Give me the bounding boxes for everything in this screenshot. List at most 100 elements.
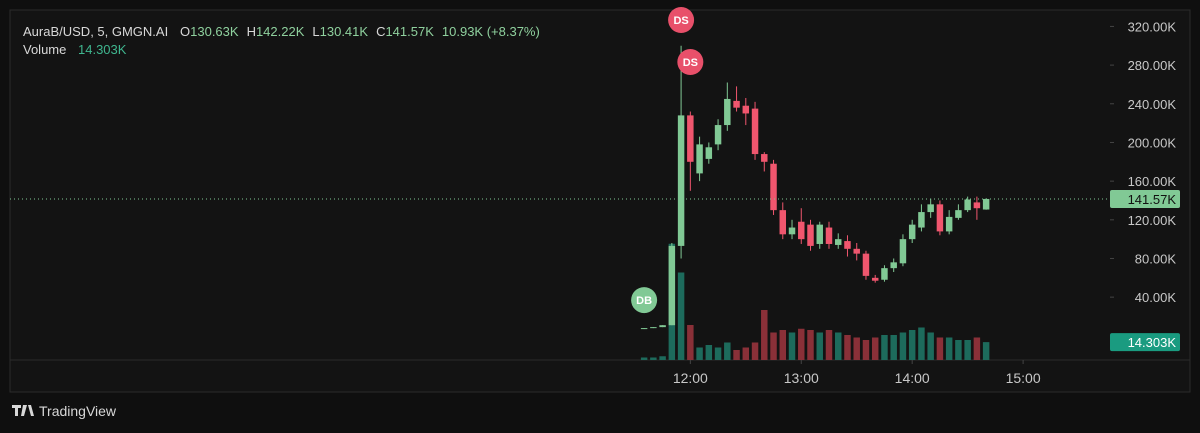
candle-body — [807, 224, 814, 246]
candle-body — [899, 239, 907, 264]
candle-body — [668, 245, 676, 326]
y-tick-label: 160.00K — [1128, 174, 1177, 189]
y-tick-label: 200.00K — [1128, 135, 1177, 150]
volume-bar — [807, 330, 814, 360]
volume-bar — [714, 347, 722, 360]
candle-body — [687, 115, 694, 162]
logo — [12, 405, 34, 416]
signal-marker — [668, 7, 695, 33]
volume-bar — [844, 335, 851, 360]
ohlc-value: 130.41K — [320, 24, 369, 39]
candle-body — [761, 154, 768, 162]
ohlc-value: 141.57K — [385, 24, 434, 39]
candle-body — [982, 198, 990, 210]
volume-bar — [918, 327, 925, 360]
volume-bar — [770, 332, 777, 360]
candle-body — [779, 210, 787, 235]
volume-bar — [733, 350, 740, 360]
candle-body — [955, 210, 962, 218]
candle-body — [936, 204, 944, 232]
y-tick-label: 280.00K — [1128, 58, 1177, 73]
volume-bar — [742, 347, 750, 360]
volume-bar — [973, 337, 981, 360]
candle-body — [742, 105, 750, 114]
candle-body — [973, 202, 981, 209]
volume-bar — [798, 328, 805, 360]
volume-bar — [853, 337, 860, 360]
candle-body — [862, 253, 870, 276]
candle-body — [918, 212, 925, 228]
candle-body — [927, 204, 934, 213]
volume-bar — [890, 335, 897, 360]
volume-bar — [677, 272, 685, 360]
volume-bar — [881, 335, 888, 360]
candle-body — [853, 248, 860, 254]
volume-bar — [650, 357, 657, 360]
last-volume-box — [1110, 333, 1180, 352]
candle-body — [640, 328, 648, 330]
ohlc-key: L — [312, 24, 319, 39]
volume-bar — [816, 332, 823, 360]
candle-body — [964, 199, 971, 211]
candle-body — [696, 144, 703, 174]
ohlc-legend: O 130.63K H 142.22K L 130.41K C 141.57K 10.93K (… — [180, 24, 540, 39]
volume-bar — [788, 332, 796, 360]
ohlc-key: H — [247, 24, 256, 39]
signal-label: DB — [636, 295, 652, 307]
signal-label: DS — [673, 15, 688, 27]
volume-bar — [899, 332, 907, 360]
ohlc-key: O — [180, 24, 190, 39]
volume-bar — [862, 340, 870, 360]
candle-body — [751, 108, 759, 155]
candle-body — [881, 268, 888, 280]
y-tick-label: 120.00K — [1128, 213, 1177, 228]
ohlc-value: 130.63K — [190, 24, 239, 39]
y-tick-label: 40.00K — [1135, 290, 1177, 305]
volume-bar — [705, 345, 713, 360]
volume-bar — [936, 337, 944, 360]
x-tick-label: 14:00 — [895, 370, 930, 386]
signal-marker — [677, 49, 704, 75]
candle-body — [677, 115, 685, 246]
candle-body — [825, 227, 833, 244]
signal-label: DS — [683, 57, 698, 69]
candle-body — [945, 216, 953, 232]
volume-bar — [825, 330, 833, 360]
candle-body — [705, 147, 713, 159]
symbol: AuraB/USD, 5, GMGN.AI — [23, 24, 168, 39]
last-price-label: 141.57K — [1128, 192, 1177, 207]
ohlc-key: C — [376, 24, 385, 39]
candle-body — [788, 227, 796, 235]
ohlc-value: 10.93K (+8.37%) — [442, 24, 540, 39]
volume-bar — [964, 340, 971, 360]
candle-body — [871, 277, 879, 281]
volume-bar — [687, 325, 694, 360]
y-tick-label: 240.00K — [1128, 97, 1177, 112]
candle-body — [835, 239, 842, 245]
candle-body — [714, 125, 722, 145]
candle-body — [770, 163, 777, 211]
volume-bar — [724, 342, 731, 360]
volume-bar — [659, 356, 666, 360]
footer-brand: TradingView — [39, 403, 117, 419]
candle-body — [798, 221, 805, 240]
volume-bar — [640, 357, 648, 360]
signal-marker — [631, 287, 658, 314]
candle-body — [908, 224, 916, 240]
last-price-box — [1110, 189, 1180, 208]
y-tick-label: 80.00K — [1135, 251, 1177, 266]
volume-bar — [835, 332, 842, 360]
volume-bar — [751, 342, 759, 360]
candle-body — [650, 327, 657, 329]
candle-body — [816, 224, 823, 244]
ohlc-value: 142.22K — [256, 24, 305, 39]
x-tick-label: 15:00 — [1006, 370, 1041, 386]
volume-bar — [761, 310, 768, 360]
volume-bar — [982, 342, 990, 360]
volume-bar — [955, 340, 962, 360]
volume-bar — [779, 330, 787, 360]
chart-panel — [9, 9, 1191, 393]
x-tick-label: 12:00 — [673, 370, 708, 386]
volume-bar — [871, 337, 879, 360]
